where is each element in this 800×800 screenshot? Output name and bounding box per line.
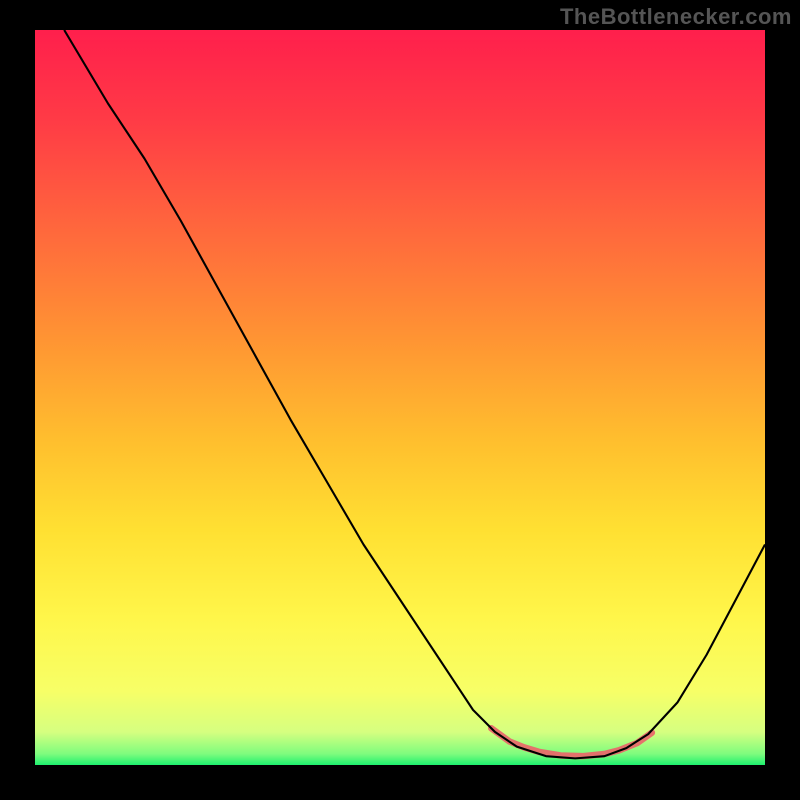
chart-container: TheBottlenecker.com: [0, 0, 800, 800]
watermark-text: TheBottlenecker.com: [560, 4, 792, 30]
line-chart: [35, 30, 765, 765]
highlight-segment: [491, 728, 652, 756]
plot-area: [35, 30, 765, 765]
curve-line: [64, 30, 765, 758]
